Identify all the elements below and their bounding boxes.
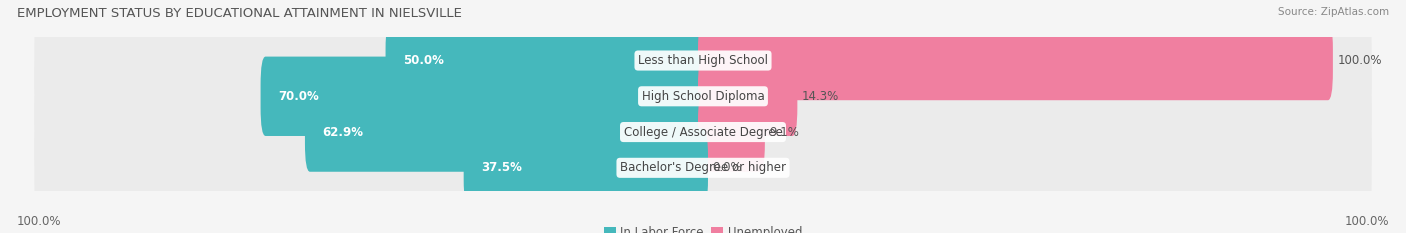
Text: High School Diploma: High School Diploma — [641, 90, 765, 103]
FancyBboxPatch shape — [464, 128, 709, 208]
Text: 62.9%: 62.9% — [322, 126, 363, 139]
FancyBboxPatch shape — [34, 100, 1372, 233]
FancyBboxPatch shape — [34, 0, 1372, 128]
FancyBboxPatch shape — [697, 57, 797, 136]
Legend: In Labor Force, Unemployed: In Labor Force, Unemployed — [599, 221, 807, 233]
Text: 9.1%: 9.1% — [769, 126, 799, 139]
FancyBboxPatch shape — [305, 92, 709, 172]
Text: EMPLOYMENT STATUS BY EDUCATIONAL ATTAINMENT IN NIELSVILLE: EMPLOYMENT STATUS BY EDUCATIONAL ATTAINM… — [17, 7, 461, 20]
Text: Bachelor's Degree or higher: Bachelor's Degree or higher — [620, 161, 786, 174]
Text: Less than High School: Less than High School — [638, 54, 768, 67]
FancyBboxPatch shape — [385, 21, 709, 100]
FancyBboxPatch shape — [697, 92, 765, 172]
Text: 0.0%: 0.0% — [713, 161, 742, 174]
Text: 100.0%: 100.0% — [1337, 54, 1382, 67]
Text: 70.0%: 70.0% — [278, 90, 319, 103]
FancyBboxPatch shape — [34, 64, 1372, 200]
Text: Source: ZipAtlas.com: Source: ZipAtlas.com — [1278, 7, 1389, 17]
Text: 50.0%: 50.0% — [404, 54, 444, 67]
Text: 37.5%: 37.5% — [481, 161, 522, 174]
FancyBboxPatch shape — [260, 57, 709, 136]
Text: College / Associate Degree: College / Associate Degree — [624, 126, 782, 139]
Text: 100.0%: 100.0% — [1344, 215, 1389, 228]
FancyBboxPatch shape — [697, 21, 1333, 100]
Text: 100.0%: 100.0% — [17, 215, 62, 228]
FancyBboxPatch shape — [34, 28, 1372, 164]
Text: 14.3%: 14.3% — [801, 90, 839, 103]
